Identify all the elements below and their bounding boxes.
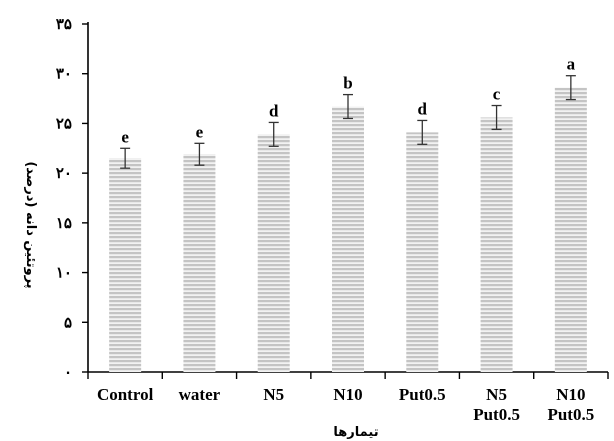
- y-tick-label: ۵: [64, 313, 72, 331]
- significance-label: b: [343, 74, 352, 93]
- x-tick-label: water: [179, 385, 221, 404]
- bar: [406, 132, 439, 372]
- y-tick-label: ۱۵: [56, 214, 72, 232]
- x-axis-title: تیمارها: [333, 425, 378, 440]
- bar: [183, 154, 216, 372]
- x-tick-label: N10: [333, 385, 362, 404]
- y-tick-label: ۲۰: [56, 164, 72, 182]
- significance-label: a: [567, 55, 576, 74]
- bar: [257, 134, 290, 372]
- y-tick-label: ۳۰: [56, 65, 72, 83]
- y-tick-label: ۲۵: [56, 114, 72, 132]
- x-tick-label: Put0.5: [399, 385, 446, 404]
- x-tick-label: N10: [556, 385, 585, 404]
- y-tick-label: ۳۵: [56, 15, 72, 33]
- bar: [480, 117, 513, 372]
- significance-label: d: [269, 101, 279, 120]
- y-tick-label: ۰: [64, 363, 72, 381]
- y-tick-label: ۱۰: [56, 264, 72, 282]
- significance-label: d: [418, 99, 428, 118]
- significance-label: e: [196, 122, 204, 141]
- bar: [554, 87, 587, 373]
- x-tick-label: N5: [486, 385, 507, 404]
- bar: [332, 106, 364, 373]
- y-axis-title: پروتئین دانه (درصد): [23, 161, 38, 288]
- significance-label: e: [121, 127, 129, 146]
- bar: [109, 158, 142, 372]
- x-tick-label: Control: [97, 385, 154, 404]
- significance-label: c: [493, 85, 501, 104]
- x-tick-label: Put0.5: [473, 405, 520, 424]
- x-tick-label: N5: [263, 385, 284, 404]
- x-tick-label: Put0.5: [547, 405, 594, 424]
